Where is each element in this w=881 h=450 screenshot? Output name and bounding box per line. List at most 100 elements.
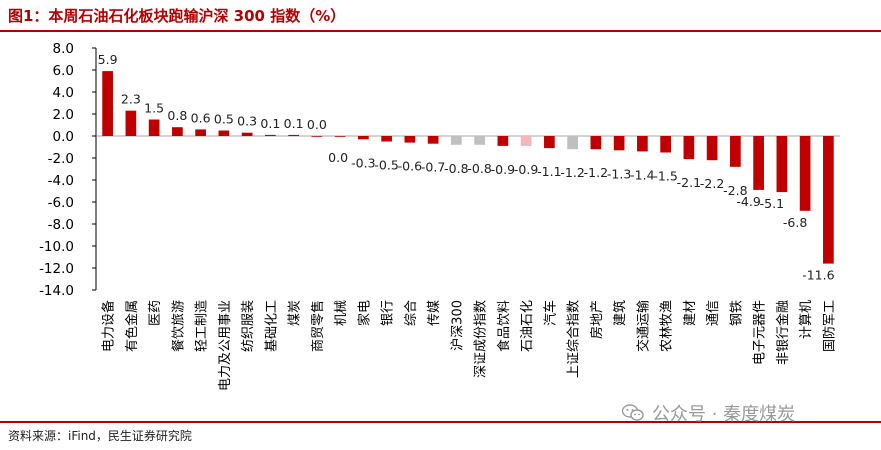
- bar: [474, 136, 485, 145]
- bar: [381, 136, 392, 142]
- title-divider: [0, 30, 881, 32]
- category-label: 通信: [706, 300, 721, 326]
- data-label: -0.3: [351, 155, 375, 170]
- data-label: -11.6: [802, 268, 834, 283]
- bar-chart: 8.0 6.0 4.0 2.0 0.0 -2.0 -4.0 -6.0 -8.0 -10.0 -12.…: [39, 41, 840, 391]
- data-label: 2.3: [121, 92, 141, 107]
- data-label: 5.9: [98, 52, 118, 67]
- category-label: 银行: [381, 300, 396, 326]
- data-label: -0.9: [514, 162, 538, 177]
- bar: [544, 136, 555, 149]
- bar: [520, 136, 532, 146]
- data-label: 0.6: [191, 110, 211, 125]
- category-label: 上证综合指数: [567, 300, 582, 378]
- y-tick-label: -4.0: [48, 173, 74, 189]
- bar: [683, 136, 695, 160]
- category-label: 机械: [334, 300, 349, 326]
- data-label: 0.3: [237, 114, 257, 129]
- category-label: 深证成份指数: [474, 300, 489, 378]
- y-tick-label: -8.0: [48, 217, 74, 233]
- category-label: 房地产: [589, 300, 605, 339]
- data-label: -5.1: [760, 196, 784, 211]
- data-label: 0.1: [260, 116, 280, 131]
- bar: [172, 127, 183, 136]
- data-label: -1.5: [653, 169, 677, 184]
- bar: [404, 136, 416, 143]
- bar: [311, 136, 323, 137]
- category-label: 建材: [683, 300, 698, 326]
- category-label: 沪深300: [449, 300, 465, 351]
- data-label: 0.5: [214, 112, 234, 127]
- data-label: -2.2: [700, 176, 724, 191]
- bar: [660, 136, 671, 153]
- category-label: 电力及公用事业: [218, 300, 233, 391]
- category-label: 传媒: [427, 300, 442, 326]
- category-label: 汽车: [542, 300, 558, 326]
- bar: [753, 136, 764, 190]
- category-label: 钢铁: [729, 300, 744, 326]
- y-tick-label: -10.0: [39, 239, 74, 255]
- category-label: 轻工制造: [195, 300, 210, 352]
- source-divider: [0, 421, 881, 423]
- y-tick-label: 0.0: [53, 129, 74, 145]
- wechat-icon: [622, 404, 644, 421]
- category-label: 非银行金融: [775, 300, 791, 365]
- bar: [241, 132, 253, 136]
- bar: [148, 119, 160, 136]
- data-label: -0.5: [374, 158, 398, 173]
- data-label: -1.4: [630, 167, 654, 182]
- bar: [590, 136, 602, 150]
- y-tick-label: 8.0: [53, 41, 74, 57]
- bar: [125, 110, 137, 136]
- y-tick-label: -14.0: [39, 283, 74, 299]
- data-label: -1.1: [537, 164, 561, 179]
- data-label: -2.1: [677, 175, 701, 190]
- category-label: 餐饮旅游: [170, 300, 186, 352]
- bar: [823, 136, 834, 264]
- watermark-text: 公众号 · 秦度煤炭: [652, 404, 796, 425]
- category-label: 基础化工: [264, 300, 279, 352]
- bar: [427, 136, 439, 144]
- y-tick-label: -12.0: [39, 261, 74, 277]
- category-label: 家电: [356, 300, 372, 326]
- data-label: -1.2: [560, 165, 584, 180]
- bars: [102, 71, 834, 264]
- bar: [706, 136, 718, 161]
- source-note: 资料来源：iFind，民生证券研究院: [8, 429, 192, 443]
- bar: [358, 136, 369, 140]
- bar: [497, 136, 509, 146]
- bar: [334, 136, 346, 137]
- data-label: -0.9: [491, 162, 515, 177]
- category-label: 医药: [148, 300, 163, 326]
- category-label: 综合: [404, 300, 419, 326]
- category-label: 电子元器件: [753, 300, 768, 365]
- bar: [776, 136, 788, 193]
- bar: [567, 136, 578, 150]
- y-tick-label: 6.0: [53, 63, 74, 79]
- chart-title: 图1：本周石油石化板块跑输沪深 300 指数（%）: [8, 7, 346, 25]
- bar: [265, 134, 276, 136]
- data-label: -2.8: [723, 183, 747, 198]
- category-label: 农林牧渔: [660, 300, 675, 352]
- data-label: -0.8: [467, 161, 491, 176]
- y-tick-label: 2.0: [53, 107, 74, 123]
- data-label: -1.2: [584, 165, 608, 180]
- data-label: -1.3: [607, 166, 631, 181]
- bar: [288, 134, 299, 136]
- bar: [799, 136, 811, 211]
- category-label: 国防军工: [821, 300, 837, 352]
- data-label: -0.7: [421, 160, 445, 175]
- y-tick-label: 4.0: [53, 85, 74, 101]
- bar: [102, 71, 113, 136]
- data-label: -0.8: [444, 161, 468, 176]
- bar: [730, 136, 741, 167]
- data-label: -6.8: [783, 215, 807, 230]
- data-label: 0.0: [328, 150, 348, 165]
- y-tick-label: -6.0: [48, 195, 74, 211]
- category-label: 商贸零售: [310, 300, 326, 352]
- bar: [218, 130, 230, 136]
- y-tick-label: -2.0: [48, 151, 74, 167]
- category-label: 食品饮料: [496, 300, 512, 352]
- watermark: 公众号 · 秦度煤炭: [622, 400, 795, 426]
- category-label: 电力设备: [101, 300, 117, 352]
